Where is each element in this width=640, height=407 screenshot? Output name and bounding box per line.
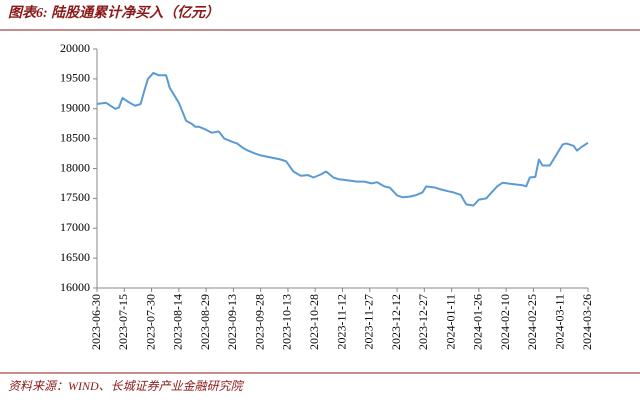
y-tick-label: 16000 <box>60 280 90 294</box>
y-tick-label: 19500 <box>60 71 90 85</box>
y-tick-label: 18500 <box>60 130 90 144</box>
x-tick-label: 2023-07-30 <box>143 294 157 350</box>
chart-title: 图表6: 陆股通累计净买入（亿元） <box>8 4 219 21</box>
x-tick-label: 2023-08-29 <box>198 294 212 350</box>
x-tick-label: 2024-03-26 <box>580 294 594 350</box>
x-tick-label: 2023-10-13 <box>280 294 294 350</box>
x-tick-label: 2023-11-12 <box>334 294 348 350</box>
x-tick-label: 2024-01-11 <box>443 294 457 350</box>
x-tick-label: 2023-12-27 <box>416 294 430 350</box>
y-tick-label: 19000 <box>60 101 90 115</box>
source: 资料来源：WIND、长城证券产业金融研究院 <box>8 379 245 393</box>
y-tick-label: 17500 <box>60 190 90 204</box>
x-tick-label: 2024-02-10 <box>498 294 512 350</box>
y-tick-label: 20000 <box>60 41 90 55</box>
x-tick-label: 2023-08-14 <box>171 294 185 350</box>
x-tick-label: 2024-02-25 <box>525 294 539 350</box>
x-tick-label: 2023-10-28 <box>307 294 321 350</box>
x-tick-label: 2023-07-15 <box>116 294 130 350</box>
x-tick-label: 2023-11-27 <box>362 294 376 350</box>
y-tick-label: 16500 <box>60 250 90 264</box>
x-tick-label: 2024-03-11 <box>552 294 566 350</box>
data-line <box>96 71 589 207</box>
y-tick-label: 18000 <box>60 160 90 174</box>
x-tick-label: 2023-06-30 <box>89 294 103 350</box>
x-tick-label: 2023-09-13 <box>225 294 239 350</box>
x-tick-label: 2023-09-28 <box>252 294 266 350</box>
y-tick-label: 17000 <box>60 220 90 234</box>
x-tick-label: 2024-01-26 <box>471 294 485 350</box>
x-tick-label: 2023-12-12 <box>389 294 403 350</box>
